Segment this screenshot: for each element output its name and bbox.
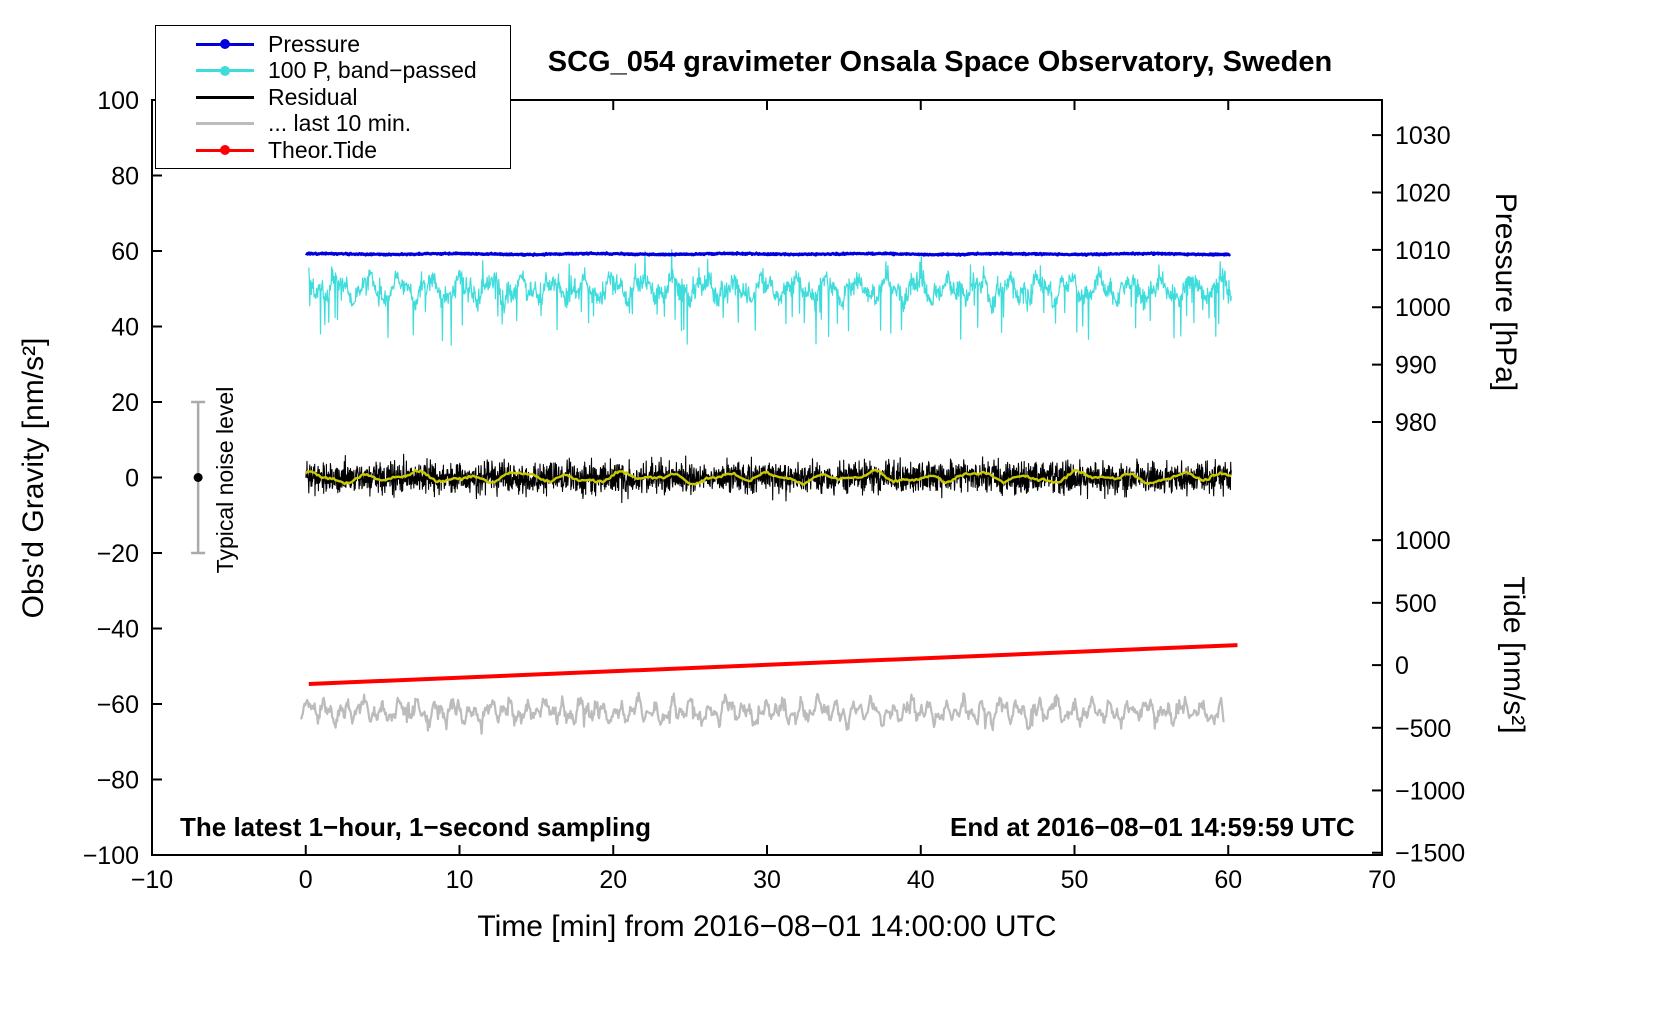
- noise-bar-dot: [193, 473, 203, 482]
- y-left-tick-label: 0: [125, 465, 139, 493]
- y-left-tick-label: 80: [111, 163, 139, 191]
- pressure-tick-label: 990: [1395, 352, 1437, 380]
- axis-ticks: −10 0 10 20 30 40 50 60 70100806040200−20−40−60−…: [83, 87, 1466, 894]
- y-axis-label-pressure: Pressure [hPa]: [1489, 192, 1522, 392]
- y-left-tick-label: −100: [83, 842, 139, 870]
- y-left-tick-label: −80: [97, 767, 139, 795]
- series-residual: [305, 453, 1232, 504]
- legend-item: Theor.Tide: [156, 136, 510, 163]
- pressure-tick-label: 1010: [1395, 237, 1451, 265]
- y-left-tick-label: 100: [97, 87, 139, 115]
- series-pressure: [304, 251, 1232, 257]
- legend-label: Pressure: [268, 30, 361, 57]
- chart-title: SCG_054 gravimeter Onsala Space Observat…: [547, 46, 1333, 78]
- series-residual_smooth: [304, 468, 1232, 486]
- y-left-tick-label: −40: [97, 616, 139, 644]
- y-axis-label-gravity: Obs'd Gravity [nm/s²]: [17, 337, 50, 619]
- pressure-tick-label: 1020: [1395, 179, 1451, 207]
- legend-item: 100 P, band−passed: [156, 59, 510, 82]
- legend-label: Theor.Tide: [268, 136, 378, 163]
- end-time-note: End at 2016−08−01 14:59:59 UTC: [950, 812, 1355, 842]
- x-tick-label: 20: [599, 866, 627, 894]
- tide-tick-label: 1000: [1395, 527, 1451, 555]
- y-axis-label-tide: Tide [nm/s²]: [1497, 576, 1530, 734]
- legend-marker-line-dot: [196, 39, 254, 50]
- legend-item: ... last 10 min.: [156, 112, 510, 135]
- legend-label: 100 P, band−passed: [268, 57, 477, 83]
- x-tick-label: 50: [1061, 866, 1089, 894]
- legend-item: Residual: [156, 83, 510, 110]
- legend-marker-line-dot: [196, 145, 254, 156]
- pressure-tick-label: 980: [1395, 409, 1437, 437]
- pressure-tick-label: 1030: [1395, 122, 1451, 150]
- legend-label: Residual: [268, 83, 358, 110]
- x-tick-label: 30: [753, 866, 781, 894]
- pressure-tick-label: 1000: [1395, 294, 1451, 322]
- legend-label: ... last 10 min.: [268, 110, 412, 136]
- tide-tick-label: 500: [1395, 590, 1437, 618]
- y-left-tick-label: −20: [97, 540, 139, 568]
- tide-tick-label: −500: [1395, 715, 1451, 743]
- sampling-note: The latest 1−hour, 1−second sampling: [180, 812, 652, 842]
- series-theor_tide: [308, 643, 1238, 686]
- series-band_passed: [308, 249, 1232, 346]
- y-left-tick-label: 20: [111, 389, 139, 417]
- noise-level-label: Typical noise level: [212, 386, 238, 574]
- legend: Pressure 100 P, band−passed Residual... la…: [155, 25, 511, 169]
- x-tick-label: 60: [1214, 866, 1242, 894]
- legend-marker-line-dot: [196, 65, 254, 76]
- tide-tick-label: 0: [1395, 652, 1409, 680]
- tide-tick-label: −1000: [1395, 777, 1465, 805]
- y-left-tick-label: 60: [111, 238, 139, 266]
- tide-tick-label: −1500: [1395, 840, 1465, 868]
- x-tick-label: 0: [299, 866, 313, 894]
- legend-item: Pressure: [156, 30, 510, 57]
- y-left-tick-label: 40: [111, 314, 139, 342]
- x-tick-label: 40: [907, 866, 935, 894]
- series-last_10_min: [300, 691, 1225, 735]
- legend-marker-line: [196, 92, 254, 103]
- x-tick-label: 70: [1368, 866, 1396, 894]
- y-left-tick-label: −60: [97, 691, 139, 719]
- x-axis-label: Time [min] from 2016−08−01 14:00:00 UTC: [477, 910, 1057, 943]
- legend-marker-line: [196, 118, 254, 129]
- x-tick-label: 10: [446, 866, 474, 894]
- x-tick-label: −10: [131, 866, 173, 894]
- series-layer: [191, 249, 1238, 735]
